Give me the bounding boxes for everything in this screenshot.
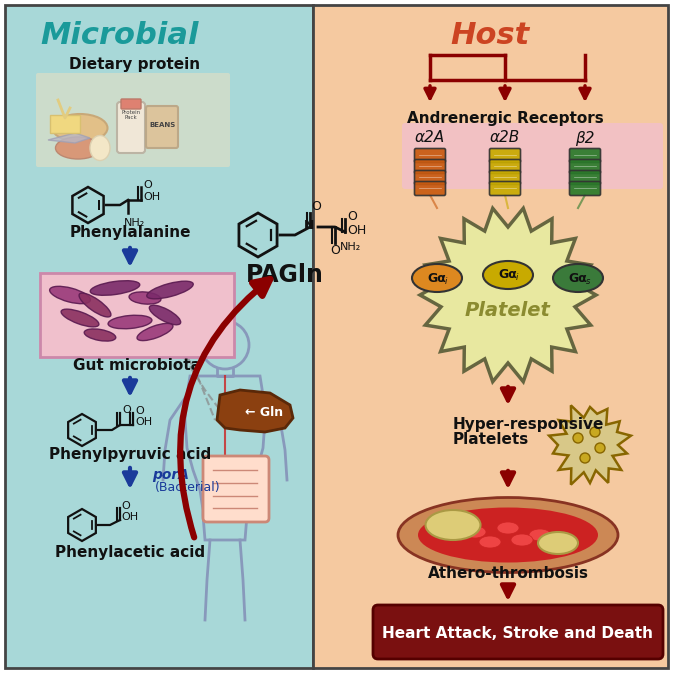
Text: O: O [135, 406, 144, 416]
Text: O: O [122, 405, 131, 415]
Text: OH: OH [121, 512, 138, 522]
Text: Gα: Gα [569, 271, 588, 284]
Ellipse shape [90, 136, 110, 161]
Ellipse shape [538, 532, 578, 554]
FancyBboxPatch shape [203, 456, 269, 522]
Text: Gut microbiota: Gut microbiota [73, 358, 201, 373]
Text: H: H [305, 220, 314, 230]
Text: N: N [304, 219, 314, 232]
Text: Hyper-responsive: Hyper-responsive [453, 418, 604, 433]
Ellipse shape [497, 522, 519, 534]
Bar [313, 5, 668, 668]
Ellipse shape [84, 329, 116, 341]
Ellipse shape [398, 497, 618, 572]
FancyBboxPatch shape [121, 99, 141, 109]
Ellipse shape [55, 137, 100, 159]
Text: O: O [347, 211, 357, 223]
Text: Andrenergic Receptors: Andrenergic Receptors [406, 111, 604, 126]
Text: O: O [330, 244, 340, 256]
Ellipse shape [511, 534, 533, 546]
Ellipse shape [479, 536, 501, 548]
Text: β2: β2 [575, 130, 595, 146]
Text: PAGln: PAGln [246, 263, 324, 287]
Polygon shape [420, 209, 596, 381]
Ellipse shape [553, 264, 603, 292]
FancyBboxPatch shape [415, 182, 446, 196]
FancyBboxPatch shape [569, 159, 600, 173]
Text: NH₂: NH₂ [124, 218, 145, 228]
Text: ← Gln: ← Gln [245, 406, 283, 419]
Ellipse shape [483, 261, 533, 289]
Text: α2B: α2B [490, 130, 520, 146]
Circle shape [573, 433, 583, 443]
FancyBboxPatch shape [569, 148, 600, 163]
Ellipse shape [464, 526, 486, 538]
Polygon shape [217, 390, 293, 432]
Text: Gα: Gα [499, 269, 518, 281]
Circle shape [595, 443, 605, 453]
Text: Gα: Gα [427, 271, 446, 284]
Text: α2A: α2A [415, 130, 445, 146]
Ellipse shape [108, 315, 152, 329]
Text: O: O [311, 200, 321, 213]
FancyBboxPatch shape [402, 123, 663, 189]
Text: OH: OH [143, 192, 160, 202]
Text: OH: OH [135, 417, 152, 427]
Ellipse shape [147, 281, 193, 299]
FancyBboxPatch shape [489, 148, 520, 163]
Circle shape [590, 427, 600, 437]
FancyBboxPatch shape [415, 171, 446, 184]
Ellipse shape [149, 305, 181, 325]
FancyBboxPatch shape [146, 106, 178, 148]
Ellipse shape [418, 508, 598, 562]
Text: Phenylacetic acid: Phenylacetic acid [55, 545, 205, 560]
Text: Host: Host [450, 20, 530, 49]
Ellipse shape [50, 286, 90, 304]
Ellipse shape [425, 510, 481, 540]
Ellipse shape [52, 114, 108, 142]
FancyBboxPatch shape [569, 171, 600, 184]
FancyBboxPatch shape [489, 171, 520, 184]
Ellipse shape [529, 529, 551, 541]
Text: porA: porA [152, 468, 189, 482]
Text: BEANS: BEANS [149, 122, 175, 128]
Text: Microbial: Microbial [41, 20, 199, 49]
Polygon shape [48, 133, 90, 143]
FancyBboxPatch shape [489, 159, 520, 173]
Text: Protein
Pack: Protein Pack [121, 109, 141, 120]
FancyBboxPatch shape [40, 273, 234, 357]
Ellipse shape [412, 264, 462, 292]
Ellipse shape [79, 293, 111, 317]
Text: (Bacterial): (Bacterial) [155, 481, 221, 493]
FancyBboxPatch shape [415, 159, 446, 173]
Ellipse shape [90, 281, 140, 296]
FancyBboxPatch shape [489, 182, 520, 196]
Ellipse shape [129, 292, 161, 304]
Text: Platelet: Platelet [465, 300, 551, 319]
Text: Athero-thrombosis: Athero-thrombosis [427, 566, 588, 581]
Text: O: O [121, 501, 130, 511]
Text: NH₂: NH₂ [340, 242, 361, 252]
Text: Phenylalanine: Phenylalanine [69, 225, 190, 240]
Bar [5, 5, 313, 668]
Text: i: i [516, 273, 518, 283]
FancyBboxPatch shape [50, 115, 80, 133]
Text: Dietary protein: Dietary protein [69, 57, 201, 72]
Text: Phenylpyruvic acid: Phenylpyruvic acid [49, 448, 211, 462]
Text: s: s [586, 277, 590, 286]
Text: OH: OH [347, 223, 366, 236]
FancyBboxPatch shape [415, 148, 446, 163]
FancyBboxPatch shape [569, 182, 600, 196]
Text: i: i [445, 277, 448, 286]
Ellipse shape [137, 323, 173, 341]
Text: Heart Attack, Stroke and Death: Heart Attack, Stroke and Death [382, 626, 653, 641]
Text: O: O [143, 180, 151, 190]
Text: Platelets: Platelets [453, 433, 529, 448]
FancyBboxPatch shape [117, 102, 145, 153]
FancyBboxPatch shape [36, 73, 230, 167]
Ellipse shape [61, 309, 99, 327]
Polygon shape [549, 406, 631, 485]
FancyBboxPatch shape [373, 605, 663, 659]
Circle shape [580, 453, 590, 463]
